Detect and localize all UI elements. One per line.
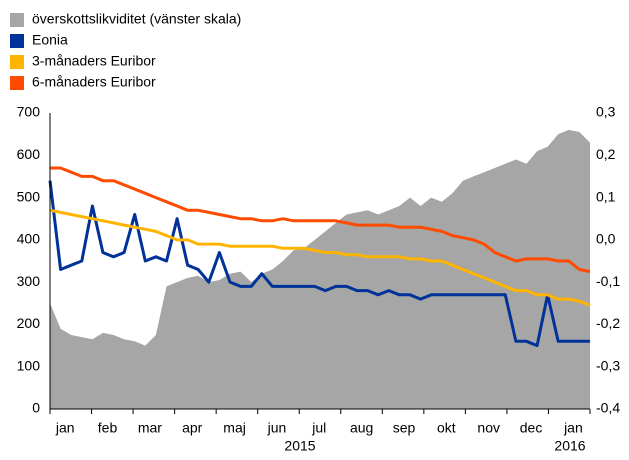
x-group-label: 2015: [284, 438, 315, 454]
y-tick-label: 700: [17, 104, 41, 120]
legend-swatch: [10, 34, 24, 48]
legend-label: 6-månaders Euribor: [32, 74, 156, 90]
line: [50, 166, 591, 274]
line: [48, 180, 590, 348]
y2-tick-label: 0,0: [596, 231, 616, 247]
y-tick-label: 300: [17, 273, 41, 289]
y-tick-label: 400: [17, 231, 41, 247]
y-tick-label: 0: [32, 400, 40, 416]
x-tick-label: jan: [55, 420, 75, 436]
x-tick-label: apr: [182, 420, 203, 436]
legend-label: överskottslikviditet (vänster skala): [32, 11, 241, 27]
x-tick-label: jul: [311, 420, 326, 436]
x-tick-label: maj: [223, 420, 246, 436]
legend-label: Eonia: [32, 32, 68, 48]
x-group-label: 2016: [554, 438, 585, 454]
x-tick-label: feb: [98, 420, 118, 436]
y-tick-label: 500: [17, 188, 41, 204]
y2-tick-label: -0,2: [596, 315, 620, 331]
legend-swatch: [10, 76, 24, 90]
x-tick-label: sep: [393, 420, 416, 436]
x-tick-label: mar: [138, 420, 162, 436]
x-tick-label: jun: [267, 420, 287, 436]
legend-swatch: [10, 55, 24, 69]
y-tick-label: 600: [17, 146, 41, 162]
legend-label: 3-månaders Euribor: [32, 53, 156, 69]
y-tick-label: 200: [17, 315, 41, 331]
line: [49, 208, 591, 307]
y2-tick-label: 0,1: [596, 188, 616, 204]
x-tick-label: nov: [477, 420, 500, 436]
y2-tick-label: 0,3: [596, 104, 616, 120]
y2-tick-label: -0,3: [596, 357, 620, 373]
x-tick-label: dec: [520, 420, 543, 436]
y2-tick-label: 0,2: [596, 146, 616, 162]
x-tick-label: aug: [350, 420, 373, 436]
y-tick-label: 100: [17, 357, 41, 373]
y2-tick-label: -0,4: [596, 400, 620, 416]
x-tick-label: jan: [563, 420, 583, 436]
area: [50, 129, 590, 409]
y2-tick-label: -0,1: [596, 273, 620, 289]
x-tick-label: okt: [437, 420, 456, 436]
legend-swatch: [10, 13, 24, 27]
